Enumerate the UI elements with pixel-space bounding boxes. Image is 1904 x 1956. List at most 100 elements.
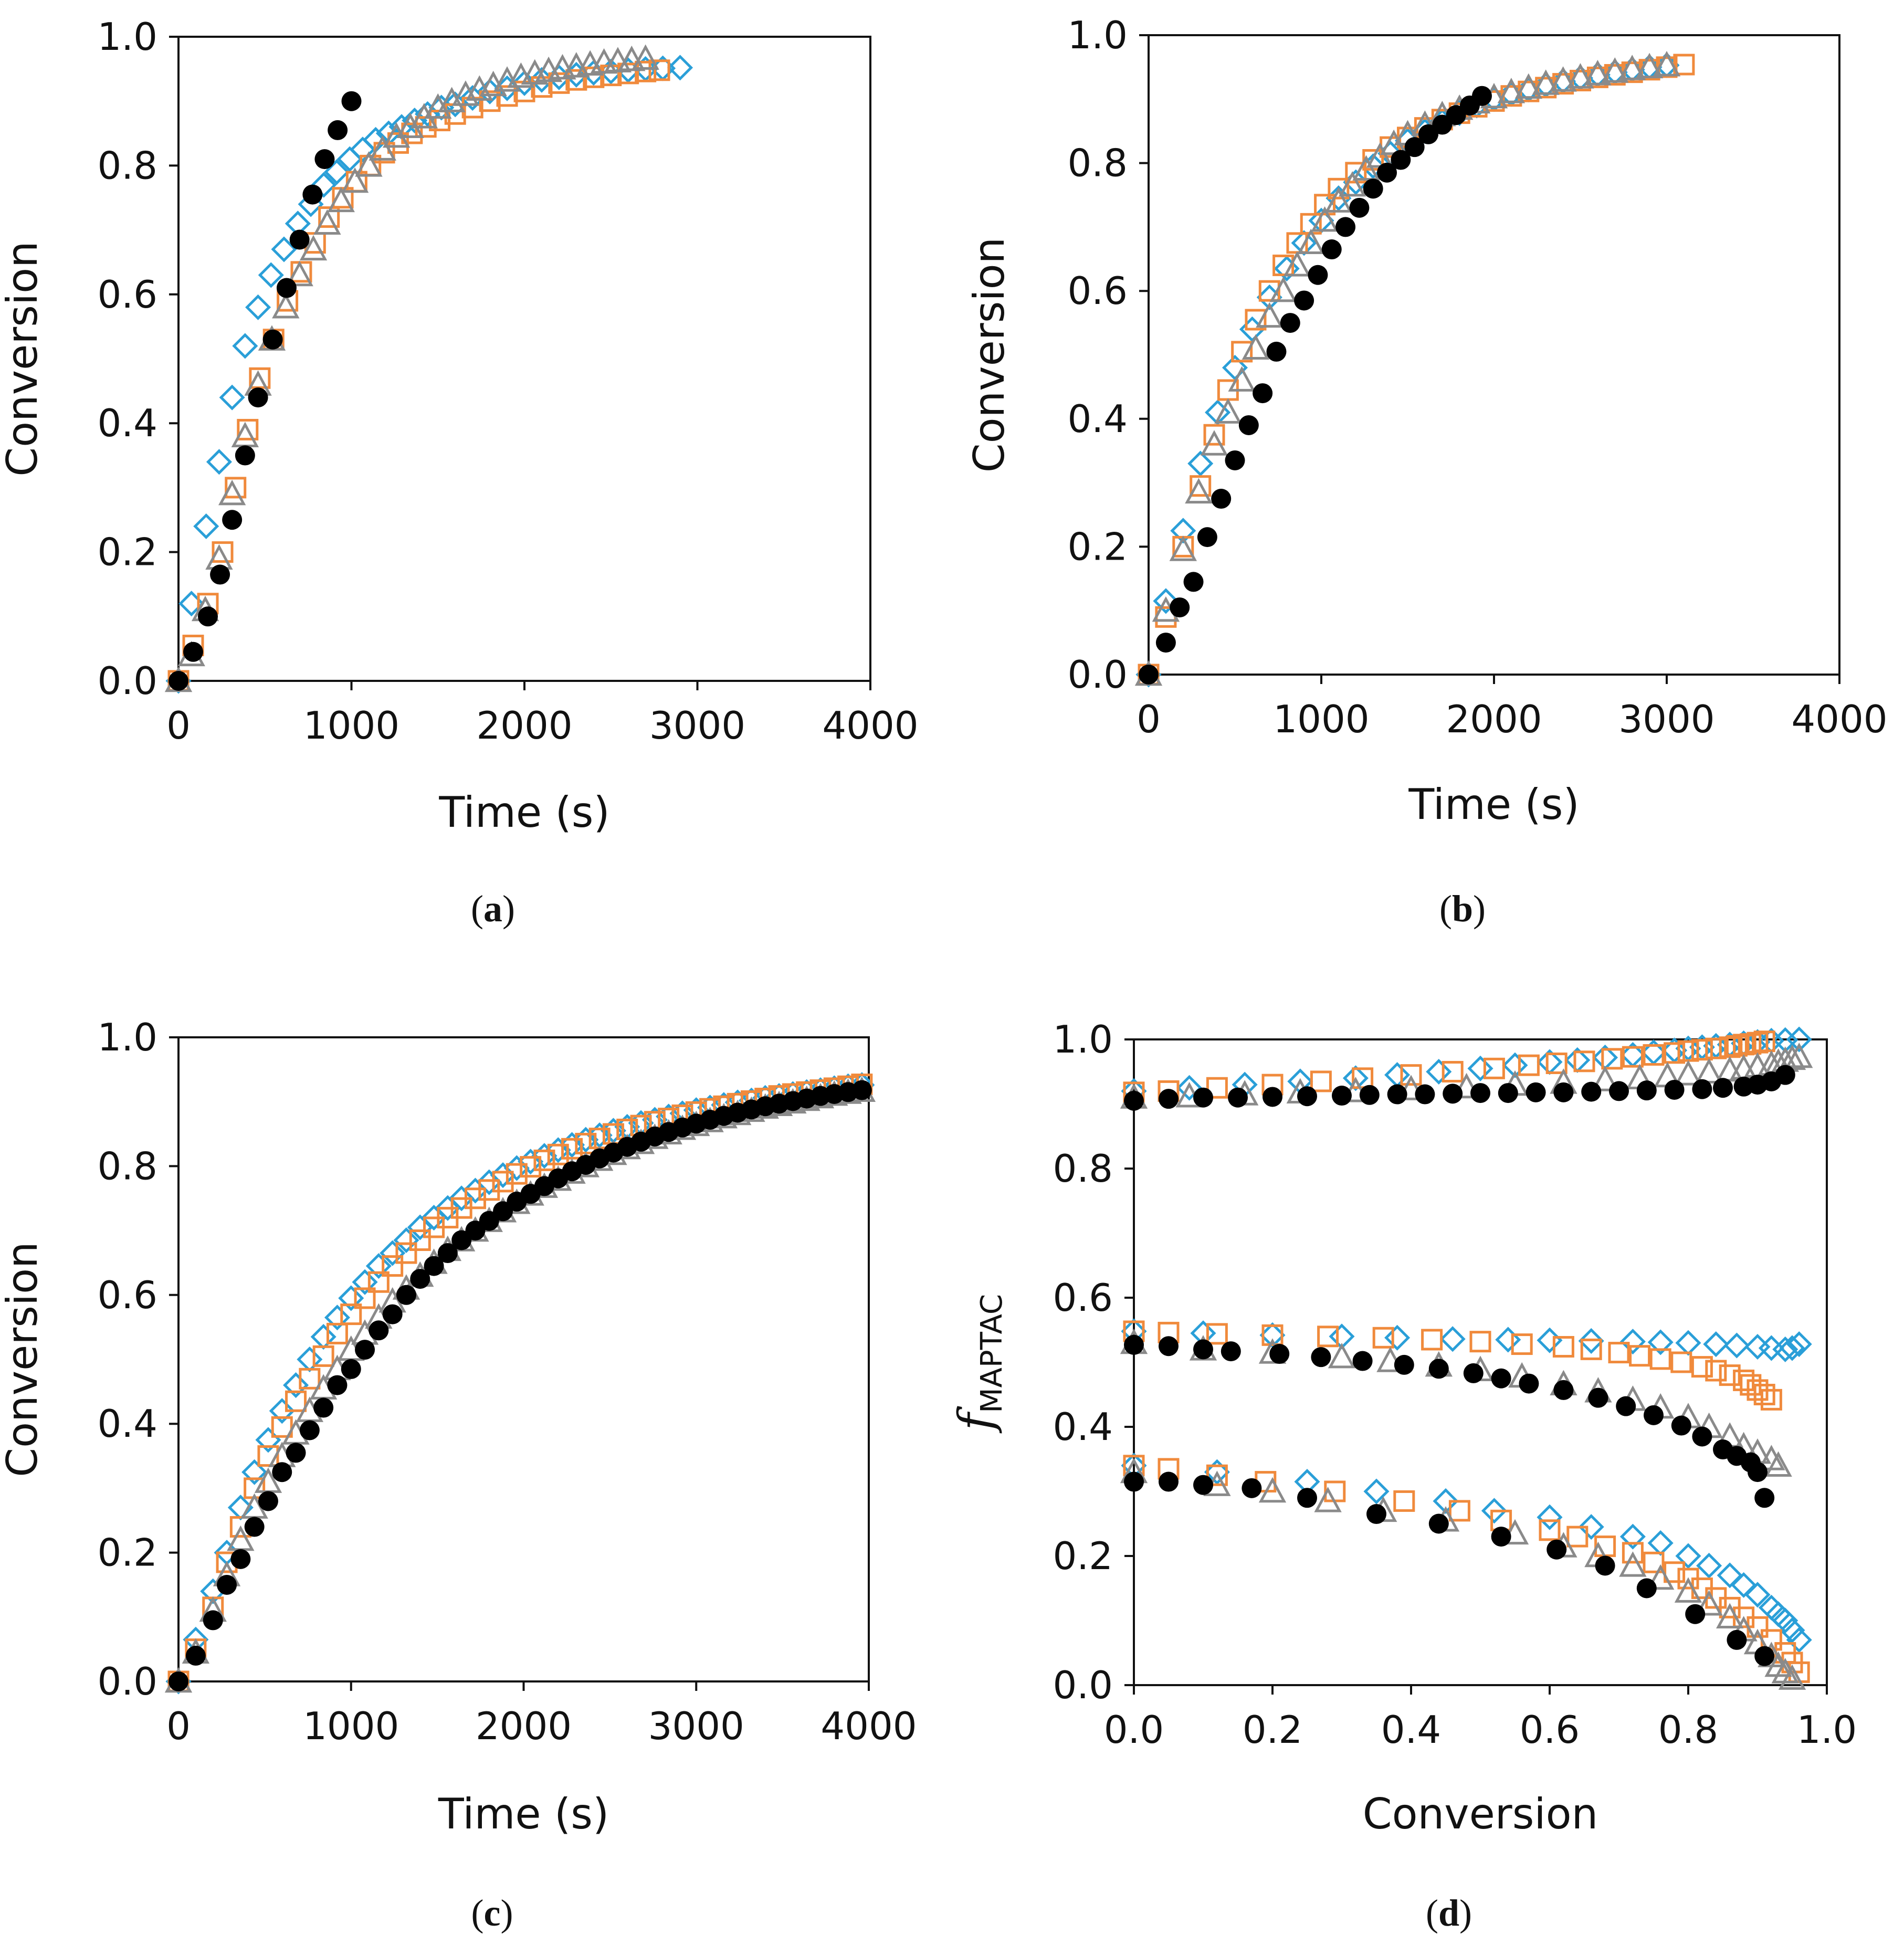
y-tick-label: 0.2 bbox=[1053, 1534, 1113, 1578]
y-tick-label: 0.6 bbox=[1067, 269, 1128, 313]
circle-point bbox=[1671, 1415, 1691, 1436]
circle-point bbox=[1581, 1081, 1602, 1102]
circle-point bbox=[1713, 1078, 1733, 1098]
circle-point bbox=[1754, 1488, 1775, 1508]
square-point bbox=[1245, 309, 1267, 331]
y-tick-label: 0.0 bbox=[1067, 653, 1128, 697]
circle-point bbox=[1155, 633, 1176, 653]
circle-point bbox=[1297, 1488, 1317, 1508]
square-point bbox=[1469, 1331, 1491, 1353]
square-point bbox=[271, 1416, 293, 1438]
diamond-point bbox=[1578, 1514, 1604, 1540]
square-point bbox=[547, 1143, 569, 1165]
square-point bbox=[395, 1242, 417, 1264]
square-point bbox=[548, 72, 570, 94]
square-point bbox=[249, 367, 271, 389]
circle-point bbox=[1463, 1363, 1484, 1383]
triangle-point bbox=[299, 235, 328, 261]
circle-point bbox=[313, 1397, 334, 1418]
circle-point bbox=[262, 329, 283, 350]
x-tick-label: 0.4 bbox=[1381, 1708, 1442, 1752]
circle-point bbox=[1553, 1082, 1574, 1102]
y-tick-label: 1.0 bbox=[1053, 1017, 1113, 1061]
circle-point bbox=[479, 1211, 499, 1231]
triangle-point bbox=[1591, 1066, 1619, 1091]
square-point bbox=[492, 1171, 514, 1193]
diamond-point bbox=[573, 1127, 599, 1153]
diamond-point bbox=[1619, 1329, 1646, 1355]
square-point bbox=[1421, 1329, 1443, 1351]
circle-point bbox=[289, 229, 310, 250]
circle-point bbox=[1519, 1373, 1539, 1394]
circle-point bbox=[396, 1285, 416, 1305]
circle-point bbox=[272, 1462, 292, 1482]
circle-point bbox=[1428, 1359, 1449, 1379]
diamond-point bbox=[1675, 1543, 1701, 1569]
x-tick-label: 1.0 bbox=[1797, 1708, 1857, 1752]
square-point bbox=[1393, 1490, 1415, 1512]
y-axis-label: Conversion bbox=[0, 241, 47, 477]
square-point bbox=[1206, 1077, 1228, 1099]
panel-label: (b) bbox=[1439, 888, 1486, 930]
x-tick-label: 2000 bbox=[1446, 697, 1542, 741]
triangle-point bbox=[1324, 187, 1353, 213]
diamond-point bbox=[1779, 1617, 1805, 1643]
x-tick-label: 0.8 bbox=[1658, 1708, 1719, 1752]
circle-point bbox=[217, 1574, 237, 1595]
circle-point bbox=[369, 1320, 389, 1341]
square-point bbox=[1656, 56, 1678, 78]
circle-point bbox=[1308, 265, 1328, 285]
circle-point bbox=[1238, 415, 1259, 435]
x-axis-label: Time (s) bbox=[438, 788, 609, 837]
square-point bbox=[354, 1287, 376, 1309]
triangle-point bbox=[1601, 57, 1629, 83]
diamond-point bbox=[1426, 1058, 1452, 1085]
square-point bbox=[617, 62, 639, 85]
y-tick-label: 0.4 bbox=[97, 1402, 157, 1446]
circle-point bbox=[299, 1420, 320, 1440]
y-tick-label: 0.4 bbox=[97, 401, 157, 445]
circle-point bbox=[183, 642, 204, 662]
diamond-point bbox=[1363, 1478, 1390, 1505]
circle-point bbox=[341, 1359, 361, 1379]
circle-point bbox=[1359, 1085, 1380, 1105]
square-point bbox=[299, 1368, 321, 1390]
circle-point bbox=[1139, 665, 1159, 685]
square-point bbox=[520, 1156, 542, 1178]
square-point bbox=[1705, 1360, 1727, 1382]
diamond-point bbox=[667, 55, 693, 81]
circle-point bbox=[1183, 572, 1204, 592]
x-tick-label: 0.6 bbox=[1520, 1708, 1580, 1752]
plot-frame bbox=[177, 36, 871, 682]
triangle-point bbox=[1674, 1060, 1702, 1086]
diamond-point bbox=[1384, 1062, 1411, 1088]
circle-point bbox=[258, 1491, 278, 1511]
x-tick-label: 4000 bbox=[822, 703, 918, 748]
y-tick-label: 0.4 bbox=[1053, 1405, 1113, 1449]
square-point bbox=[561, 1138, 583, 1160]
circle-point bbox=[314, 149, 335, 170]
triangle-point bbox=[1397, 1075, 1425, 1100]
circle-point bbox=[1471, 86, 1492, 106]
diamond-point bbox=[1176, 1075, 1203, 1101]
diamond-point bbox=[1222, 354, 1248, 381]
x-tick-label: 0 bbox=[1137, 697, 1161, 741]
circle-point bbox=[1664, 1079, 1685, 1100]
x-tick-label: 4000 bbox=[820, 1704, 917, 1748]
circle-point bbox=[1588, 1387, 1608, 1408]
diamond-point bbox=[1765, 1601, 1792, 1627]
circle-point bbox=[1636, 1578, 1657, 1599]
diamond-point bbox=[1772, 1336, 1798, 1362]
y-axis-label: fMAPTAC bbox=[949, 1294, 1009, 1434]
square-point bbox=[1206, 1464, 1228, 1486]
square-point bbox=[340, 1303, 362, 1326]
diamond-point bbox=[1537, 1327, 1563, 1353]
circle-point bbox=[1297, 1086, 1317, 1107]
series-circle bbox=[169, 91, 362, 691]
circle-point bbox=[1394, 1354, 1414, 1375]
square-point bbox=[1629, 1345, 1651, 1367]
diamond-point bbox=[1187, 450, 1214, 477]
square-point bbox=[1622, 1046, 1644, 1068]
triangle-point bbox=[1618, 55, 1646, 80]
x-tick-label: 3000 bbox=[648, 1704, 744, 1748]
